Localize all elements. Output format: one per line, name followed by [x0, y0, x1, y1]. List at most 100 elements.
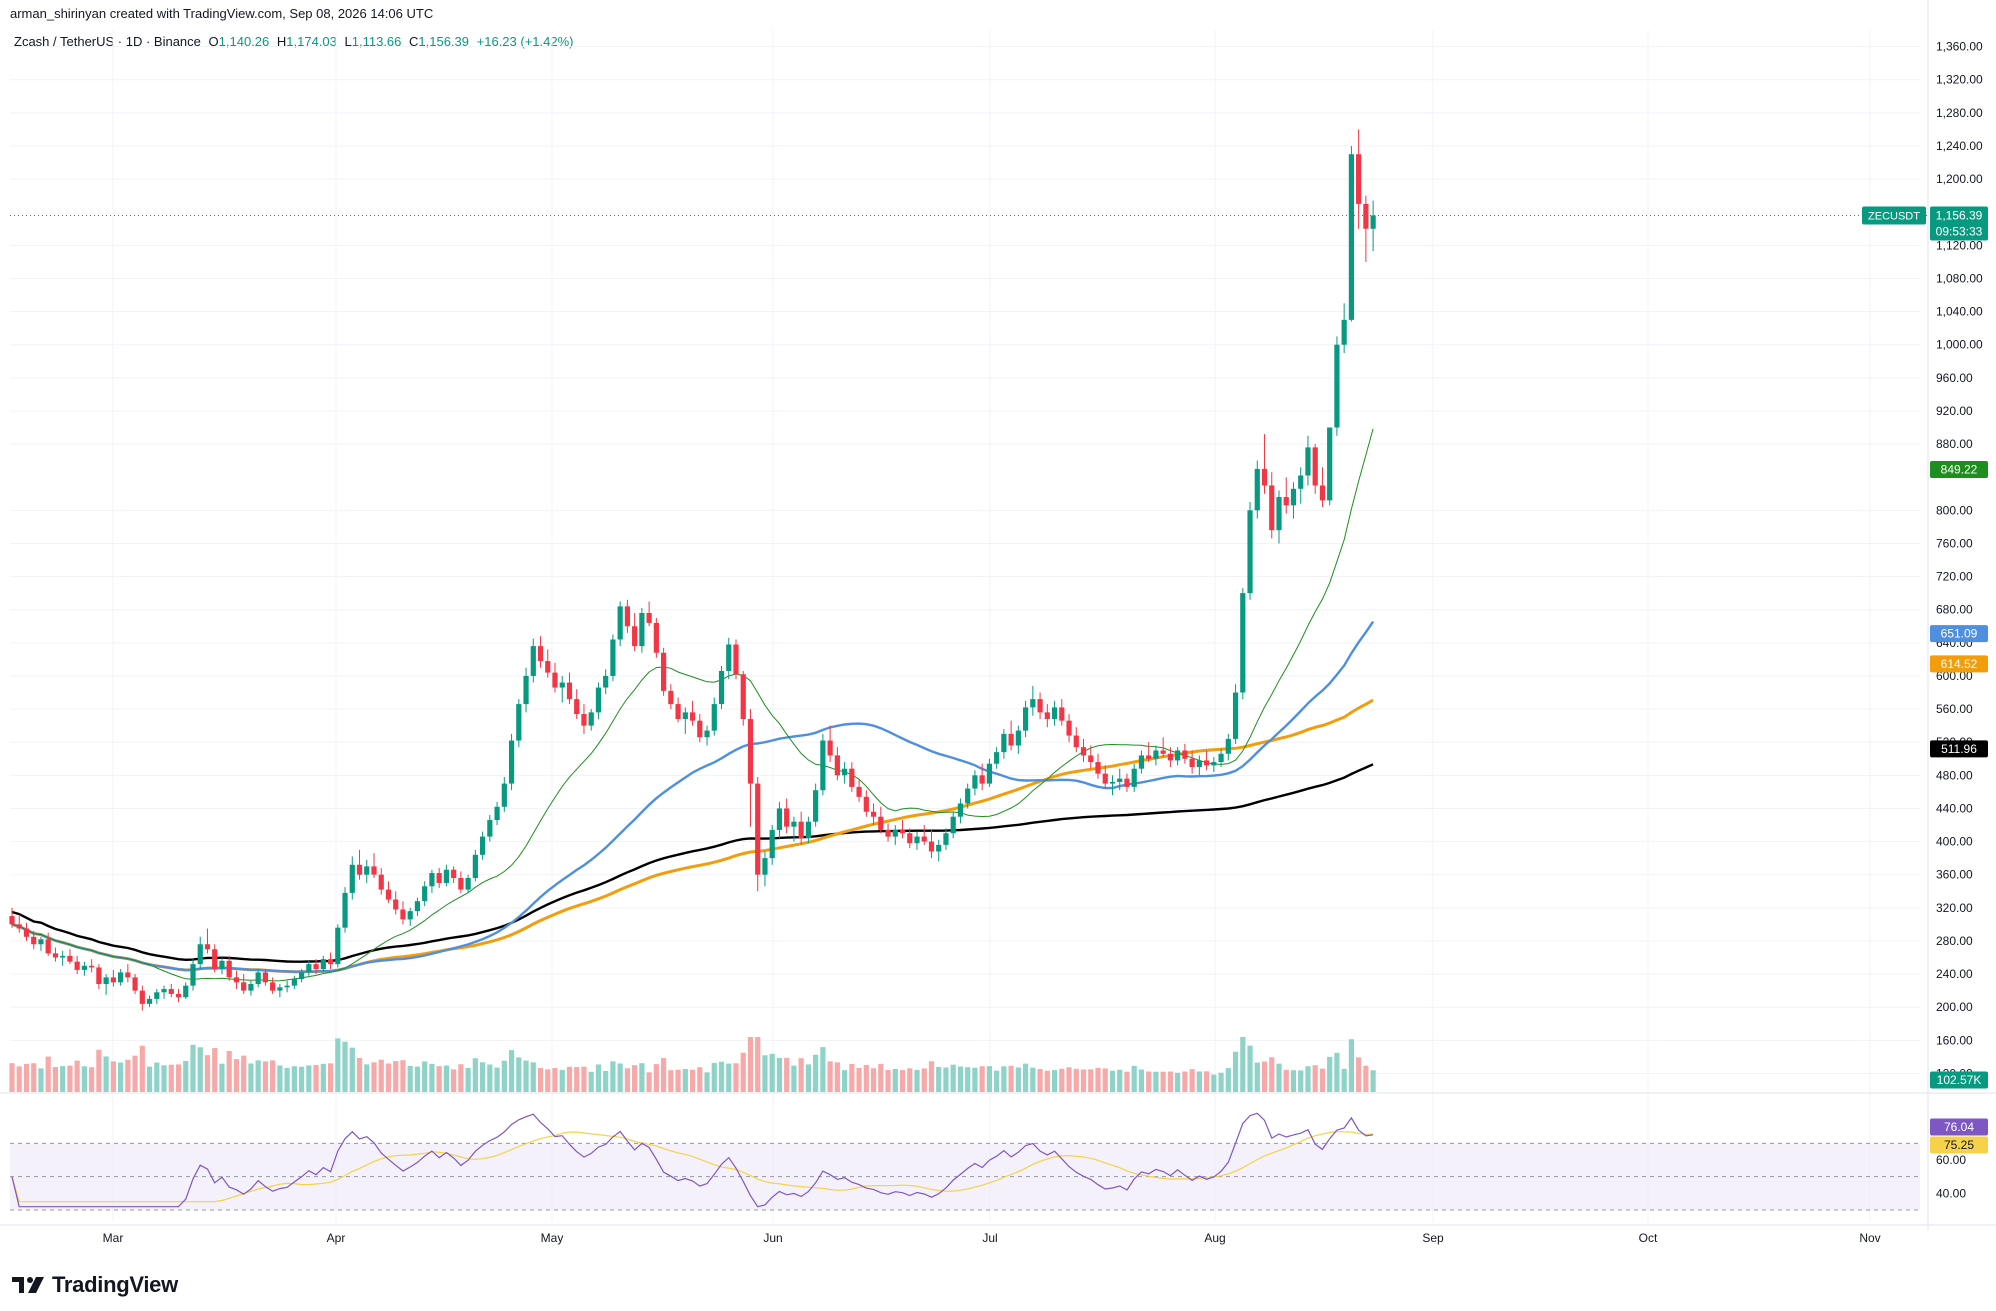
- candle-body: [1160, 750, 1166, 754]
- candle-body: [907, 833, 913, 844]
- volume-bar: [472, 1058, 478, 1092]
- candle-body: [1269, 485, 1275, 531]
- candle-body: [834, 755, 840, 776]
- candle-body: [537, 646, 544, 662]
- candle-body: [1146, 755, 1152, 759]
- candle-body: [849, 768, 855, 787]
- ma-blue-line: [11, 620, 1375, 973]
- volume-bar: [429, 1063, 435, 1092]
- candle-body: [769, 829, 775, 859]
- candle-body: [407, 911, 413, 920]
- candle-body: [617, 606, 623, 640]
- volume-bar: [552, 1068, 558, 1092]
- volume-bar: [1189, 1069, 1195, 1092]
- volume-bar: [494, 1067, 500, 1092]
- price-badge-bg: [1930, 206, 1988, 241]
- volume-bar: [154, 1062, 160, 1092]
- tradingview-logo[interactable]: TradingView: [12, 1272, 178, 1298]
- candle-body: [733, 644, 739, 675]
- candle-body: [1073, 735, 1079, 748]
- candle-body: [480, 836, 486, 855]
- volume-bar: [226, 1050, 232, 1092]
- candle-body: [349, 864, 355, 893]
- candle-body: [813, 790, 819, 822]
- candle-body: [516, 704, 522, 741]
- candle-body: [23, 928, 30, 937]
- volume-bar: [1254, 1062, 1260, 1092]
- candle-body: [979, 775, 985, 784]
- candle-body: [972, 775, 978, 789]
- volume-bar: [277, 1065, 283, 1092]
- volume-bar: [1146, 1071, 1152, 1092]
- candle-body: [118, 972, 124, 983]
- volume-bar: [219, 1063, 225, 1092]
- candle-body: [291, 979, 297, 986]
- candle-body: [1023, 707, 1029, 731]
- volume-bar: [393, 1061, 399, 1092]
- candle-body: [270, 982, 276, 991]
- volume-bar: [1124, 1071, 1130, 1092]
- candle-body: [1080, 747, 1087, 756]
- candle-body: [60, 955, 66, 958]
- candle-body: [726, 644, 732, 671]
- rsi-tick-label: 60.00: [1936, 1153, 1966, 1167]
- volume-bar: [1109, 1070, 1116, 1092]
- candle-body: [704, 730, 710, 738]
- countdown-badge: 09:53:33: [1936, 225, 1983, 239]
- volume-bar: [342, 1041, 348, 1092]
- candle-body: [892, 829, 898, 837]
- volume-bar: [1204, 1071, 1210, 1092]
- price-tick-label: 720.00: [1936, 570, 1973, 584]
- price-tick-label: 240.00: [1936, 967, 1973, 981]
- volume-bar: [574, 1067, 580, 1092]
- volume-bar: [23, 1063, 30, 1092]
- candle-body: [863, 796, 869, 812]
- volume-bar: [979, 1066, 985, 1092]
- volume-bar: [1363, 1065, 1369, 1092]
- candle-body: [262, 972, 268, 983]
- volume-bar: [798, 1058, 804, 1092]
- rsi-pane: [10, 1112, 1920, 1211]
- volume-bar: [914, 1069, 920, 1092]
- candle-body: [1218, 753, 1224, 763]
- candle-body: [248, 984, 254, 991]
- volume-bar: [45, 1056, 51, 1092]
- price-tick-label: 560.00: [1936, 702, 1973, 716]
- candle-body: [632, 626, 638, 647]
- volume-bar: [501, 1060, 507, 1092]
- candle-body: [762, 858, 768, 875]
- volume-bar: [487, 1064, 493, 1092]
- ma-green-badge: 849.22: [1941, 463, 1978, 477]
- volume-bar: [197, 1047, 203, 1092]
- time-axis[interactable]: Mar Apr May Jun Jul Aug Sep Oct Nov: [103, 1231, 1881, 1245]
- price-tick-label: 680.00: [1936, 603, 1973, 617]
- candle-body: [921, 836, 927, 842]
- rsi-badge: 76.04: [1944, 1120, 1974, 1134]
- volume-bar: [81, 1066, 87, 1092]
- candle-body: [38, 939, 44, 945]
- volume-bar: [559, 1069, 565, 1092]
- candle-body: [190, 964, 196, 986]
- volume-bar: [161, 1065, 167, 1092]
- volume-bar: [943, 1067, 949, 1092]
- volume-bar: [697, 1067, 703, 1092]
- volume-bar: [74, 1060, 80, 1092]
- volume-bar: [371, 1062, 377, 1092]
- ticker-badge: ZECUSDT: [1868, 211, 1920, 223]
- candle-body: [277, 987, 283, 991]
- candle-body: [1189, 758, 1195, 768]
- volume-bar: [965, 1067, 971, 1092]
- price-tick-label: 480.00: [1936, 768, 1973, 782]
- candle-body: [588, 712, 594, 726]
- volume-bar: [646, 1072, 652, 1092]
- candle-body: [523, 675, 529, 705]
- volume-bar: [1059, 1068, 1065, 1092]
- volume-bar: [1073, 1068, 1079, 1092]
- volume-bar: [769, 1053, 775, 1092]
- price-badge: 1,156.39: [1936, 209, 1983, 223]
- volume-bar: [1080, 1069, 1087, 1092]
- volume-bar: [451, 1069, 457, 1092]
- volume-bar: [1312, 1065, 1318, 1092]
- volume-bar: [776, 1058, 783, 1092]
